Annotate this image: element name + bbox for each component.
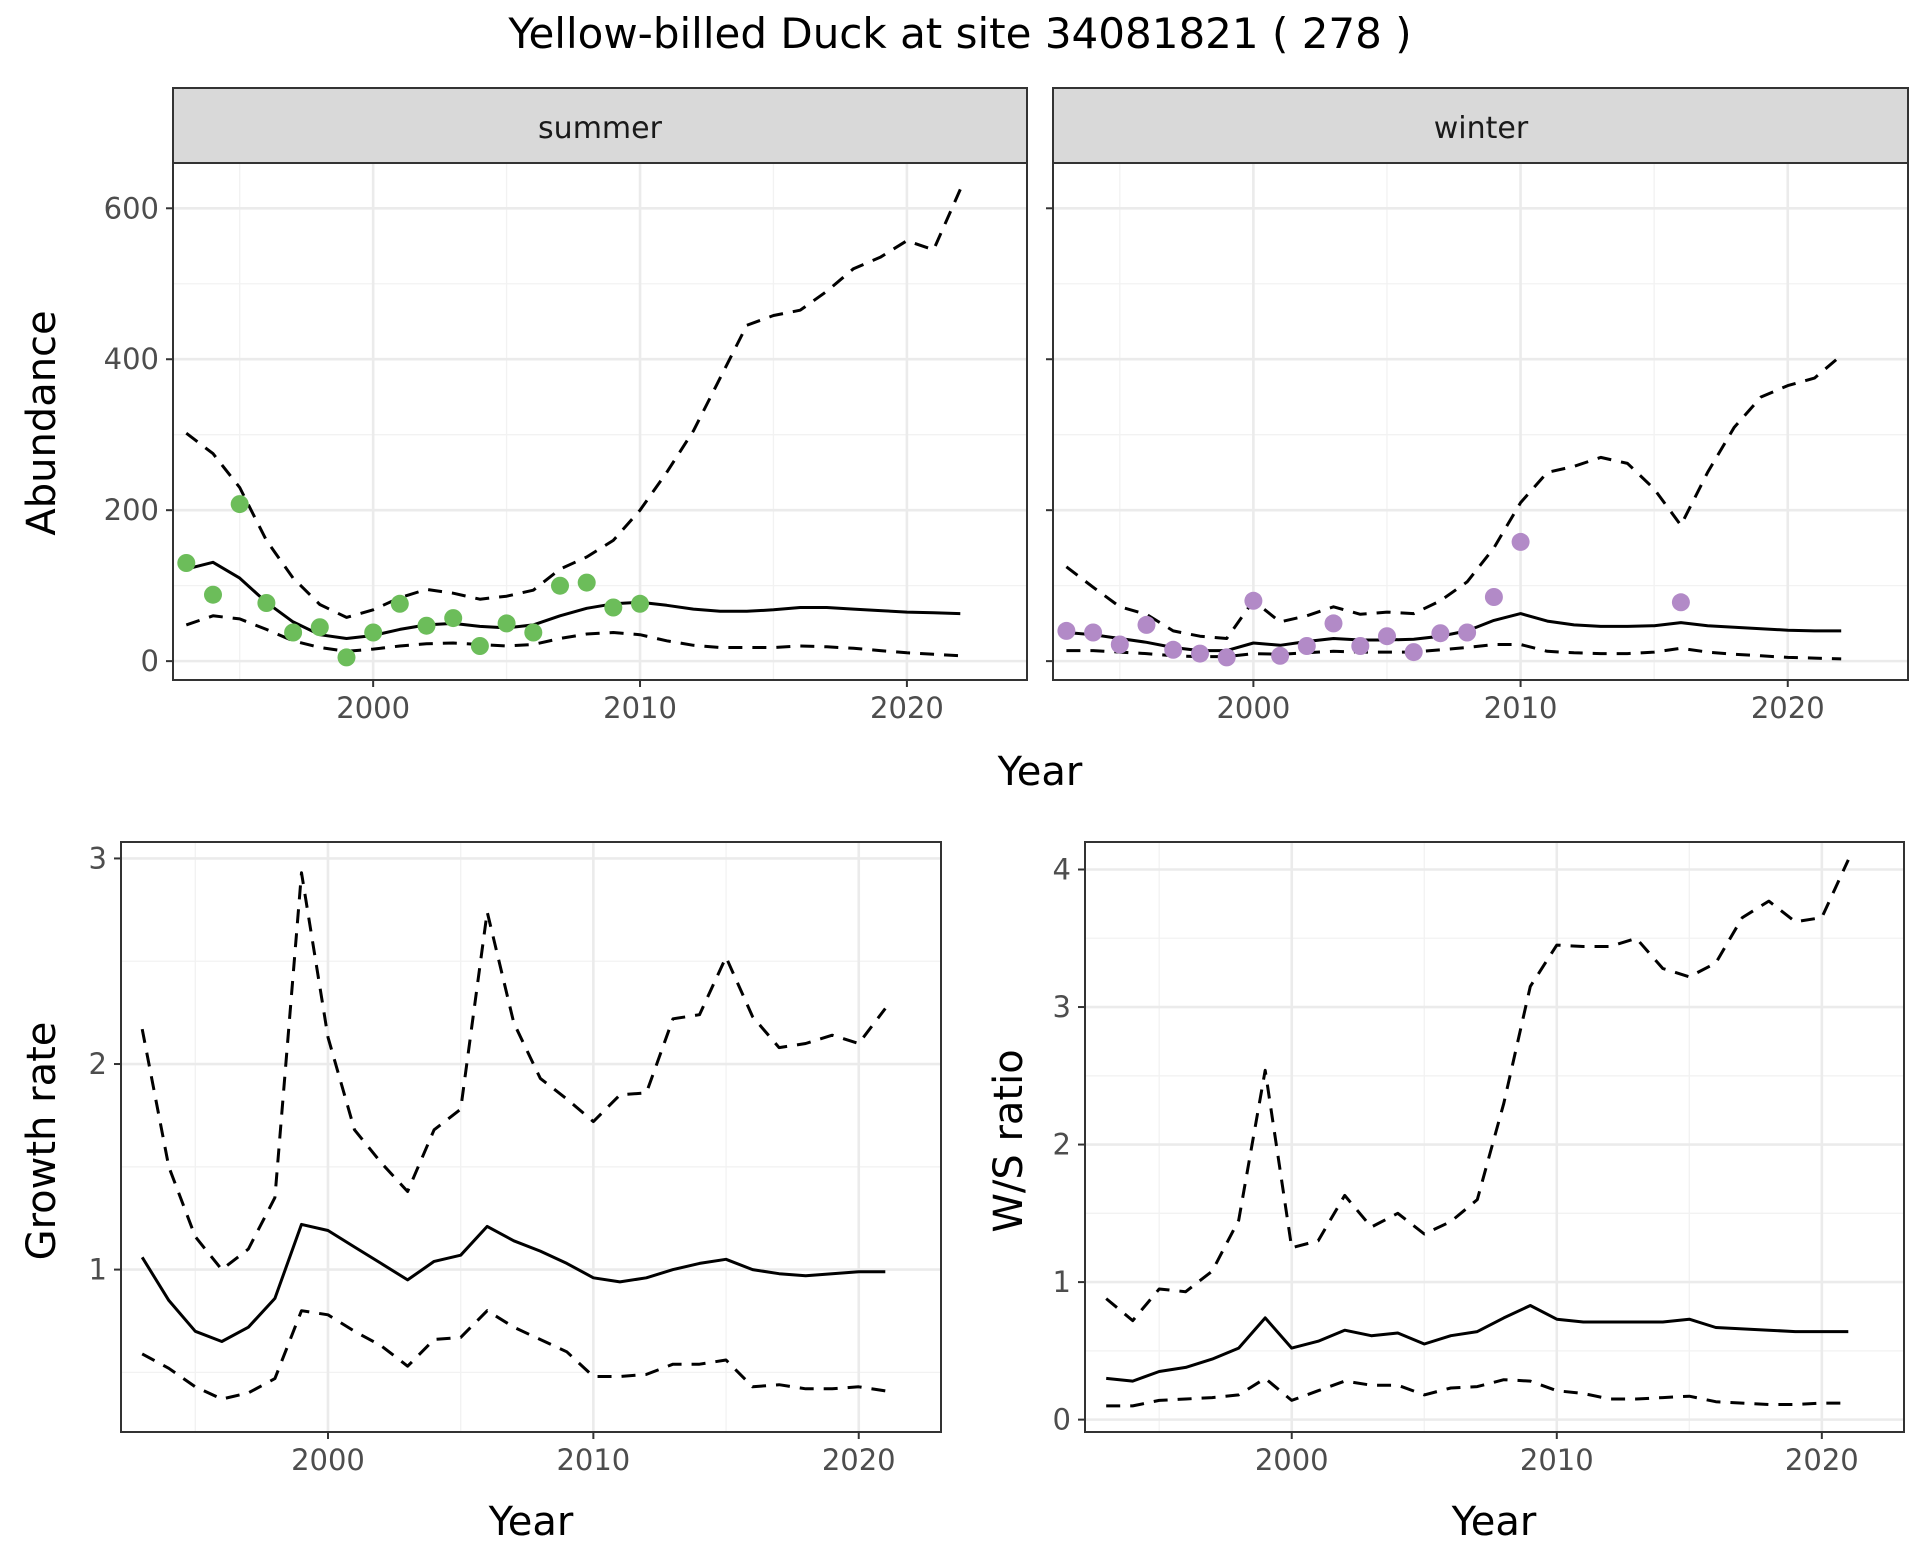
- ws-ratio-x-tick-label: 2020: [1785, 1443, 1859, 1477]
- summer-data-point: [230, 495, 249, 514]
- summer-strip: [172, 87, 1028, 164]
- growth-rate-y-tick-label: 1: [89, 1253, 107, 1287]
- growth-rate-y-tick-label: 3: [89, 841, 107, 875]
- strip-label-summer: summer: [538, 111, 663, 146]
- winter-data-point: [1191, 644, 1209, 663]
- winter-data-point: [1324, 614, 1343, 633]
- growth-rate-panel: 2000 2010 2020 1 2 3: [89, 841, 942, 1477]
- growth-y-axis-title: Growth rate: [19, 1022, 65, 1261]
- summer-data-point: [364, 623, 383, 642]
- winter-data-point: [1484, 588, 1503, 606]
- ws-ratio-y-tick-label: 1: [1053, 1265, 1071, 1299]
- winter-data-point: [1297, 637, 1316, 655]
- summer-data-point: [257, 594, 276, 612]
- summer-data-point: [631, 594, 649, 613]
- winter-data-point: [1164, 640, 1183, 659]
- summer-data-point: [470, 637, 489, 655]
- summer-upper-bound-line: [185, 188, 962, 619]
- winter-data-point: [1458, 623, 1477, 642]
- ws-ratio-fit-line: [1106, 1304, 1849, 1383]
- growth-rate-panel-border: [120, 841, 942, 1433]
- growth-rate-upper-bound-line: [140, 871, 887, 1272]
- ws-ratio-y-tick-label: 4: [1053, 853, 1071, 887]
- winter-data-point: [1378, 627, 1396, 646]
- winter-panel: 2000 2010 2020: [1046, 87, 1909, 725]
- ws-ratio-y-tick-label: 2: [1053, 1128, 1071, 1162]
- ws-ratio-x-tick-label: 2010: [1520, 1443, 1594, 1477]
- growth-rate-lower-bound-line: [141, 1309, 886, 1401]
- summer-data-point: [551, 576, 569, 595]
- growth-rate-fit-line: [140, 1222, 886, 1343]
- ws-ratio-x-tick-label: 2000: [1255, 1443, 1329, 1477]
- winter-upper-bound-line: [1065, 354, 1843, 640]
- ws-ratio-y-tick-label: 0: [1053, 1403, 1071, 1437]
- winter-x-tick-label: 2000: [1216, 691, 1290, 725]
- summer-data-point: [444, 609, 463, 628]
- figure-title: Yellow-billed Duck at site 34081821 ( 27…: [507, 9, 1411, 58]
- summer-x-tick-label: 2020: [870, 691, 944, 725]
- growth-rate-x-tick-label: 2000: [291, 1443, 365, 1477]
- winter-data-point: [1404, 643, 1423, 662]
- summer-plot-background: [173, 163, 1027, 680]
- winter-data-point: [1351, 637, 1370, 655]
- winter-data-point: [1271, 646, 1290, 665]
- winter-data-point: [1137, 615, 1156, 634]
- summer-data-point: [177, 554, 196, 572]
- growth-rate-x-tick-label: 2020: [822, 1443, 896, 1477]
- summer-data-point: [390, 594, 409, 613]
- winter-data-point: [1084, 623, 1103, 642]
- summer-y-tick-label: 0: [141, 644, 159, 678]
- winter-x-tick-label: 2010: [1484, 691, 1558, 725]
- ws-ratio-y-tick-label: 3: [1053, 990, 1071, 1024]
- growth-rate-y-tick-label: 2: [89, 1047, 107, 1081]
- ws-x-axis-title: Year: [1451, 1499, 1537, 1545]
- ws-ratio-lower-bound-line: [1106, 1376, 1849, 1408]
- summer-x-tick-label: 2010: [603, 691, 677, 725]
- winter-data-point: [1244, 591, 1263, 610]
- summer-data-point: [204, 585, 222, 604]
- summer-data-point: [417, 616, 436, 635]
- summer-x-tick-label: 2000: [336, 691, 410, 725]
- summer-lower-bound-line: [185, 614, 961, 658]
- top-y-axis-title: Abundance: [19, 310, 65, 535]
- ws-ratio-upper-bound-line: [1105, 859, 1850, 1323]
- summer-panel: 2000 2010 2020 0 200 400 600: [104, 87, 1028, 725]
- winter-data-point: [1110, 635, 1129, 654]
- summer-y-tick-label: 400: [104, 342, 159, 376]
- summer-y-tick-label: 200: [104, 493, 159, 527]
- growth-rate-plot-background: [121, 842, 941, 1432]
- winter-data-point: [1057, 621, 1076, 640]
- winter-data-point: [1431, 624, 1450, 643]
- winter-strip: [1052, 87, 1909, 164]
- summer-data-point: [497, 614, 516, 633]
- strip-label-winter: winter: [1434, 111, 1529, 146]
- winter-data-point: [1671, 593, 1690, 612]
- ws-y-axis-title: W/S ratio: [986, 1049, 1032, 1232]
- summer-data-point: [604, 598, 623, 617]
- ws-ratio-panel: 2000 2010 2020 0 1 2 3 4: [1053, 841, 1905, 1477]
- summer-data-point: [310, 618, 329, 637]
- summer-data-point: [337, 648, 356, 667]
- winter-data-point: [1217, 648, 1236, 667]
- summer-y-tick-label: 600: [104, 191, 159, 225]
- growth-rate-x-tick-label: 2010: [556, 1443, 630, 1477]
- summer-data-point: [284, 623, 303, 642]
- ws-ratio-panel-border: [1084, 841, 1905, 1433]
- growth-x-axis-title: Year: [488, 1499, 574, 1545]
- winter-data-point: [1511, 532, 1530, 551]
- ws-ratio-plot-background: [1085, 842, 1904, 1432]
- winter-x-tick-label: 2020: [1751, 691, 1825, 725]
- summer-data-point: [577, 573, 596, 592]
- winter-plot-background: [1053, 163, 1908, 680]
- top-x-axis-title: Year: [997, 749, 1083, 795]
- summer-data-point: [524, 623, 543, 642]
